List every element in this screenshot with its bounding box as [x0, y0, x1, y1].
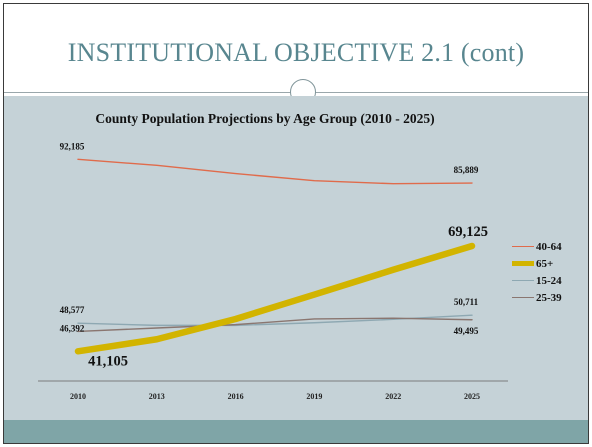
series-line-65+ [74, 242, 476, 355]
legend-item-65+: 65+ [512, 255, 582, 272]
legend-swatch [512, 261, 534, 266]
x-tick-label: 2022 [385, 392, 401, 401]
legend-label: 65+ [536, 257, 554, 270]
x-tick-label: 2019 [306, 392, 322, 401]
series-line-15-24 [77, 314, 473, 327]
data-label-65+: 41,105 [88, 353, 128, 369]
slide-title: INSTITUTIONAL OBJECTIVE 2.1 (cont) [67, 38, 525, 67]
bottom-band [4, 420, 588, 443]
x-tick-label: 2013 [149, 392, 165, 401]
slide: INSTITUTIONAL OBJECTIVE 2.1 (cont) [3, 3, 589, 444]
data-label-25-39: 49,495 [454, 326, 479, 336]
series-line-25-39 [77, 317, 473, 333]
legend-label: 15-24 [536, 274, 562, 287]
chart-area [4, 96, 588, 422]
data-label-40-64: 92,185 [60, 141, 85, 151]
data-label-40-64: 85,889 [454, 165, 479, 175]
x-tick-label: 2025 [464, 392, 480, 401]
data-label-65+: 69,125 [448, 224, 488, 240]
data-label-15-24: 50,711 [454, 297, 479, 307]
legend-item-15-24: 15-24 [512, 272, 582, 289]
x-tick-label: 2016 [228, 392, 244, 401]
data-label-25-39: 46,392 [60, 323, 85, 333]
chart-legend: 40-64 65+ 15-24 25-39 [512, 238, 582, 306]
legend-item-25-39: 25-39 [512, 289, 582, 306]
legend-swatch [512, 280, 534, 281]
legend-item-40-64: 40-64 [512, 238, 582, 255]
legend-label: 25-39 [536, 291, 562, 304]
legend-swatch [512, 246, 534, 247]
legend-label: 40-64 [536, 240, 562, 253]
chart-title: County Population Projections by Age Gro… [95, 111, 435, 126]
data-label-15-24: 48,577 [60, 305, 85, 315]
series-line-40-64 [77, 158, 473, 185]
legend-swatch [512, 297, 534, 298]
x-tick-label: 2010 [70, 392, 86, 401]
